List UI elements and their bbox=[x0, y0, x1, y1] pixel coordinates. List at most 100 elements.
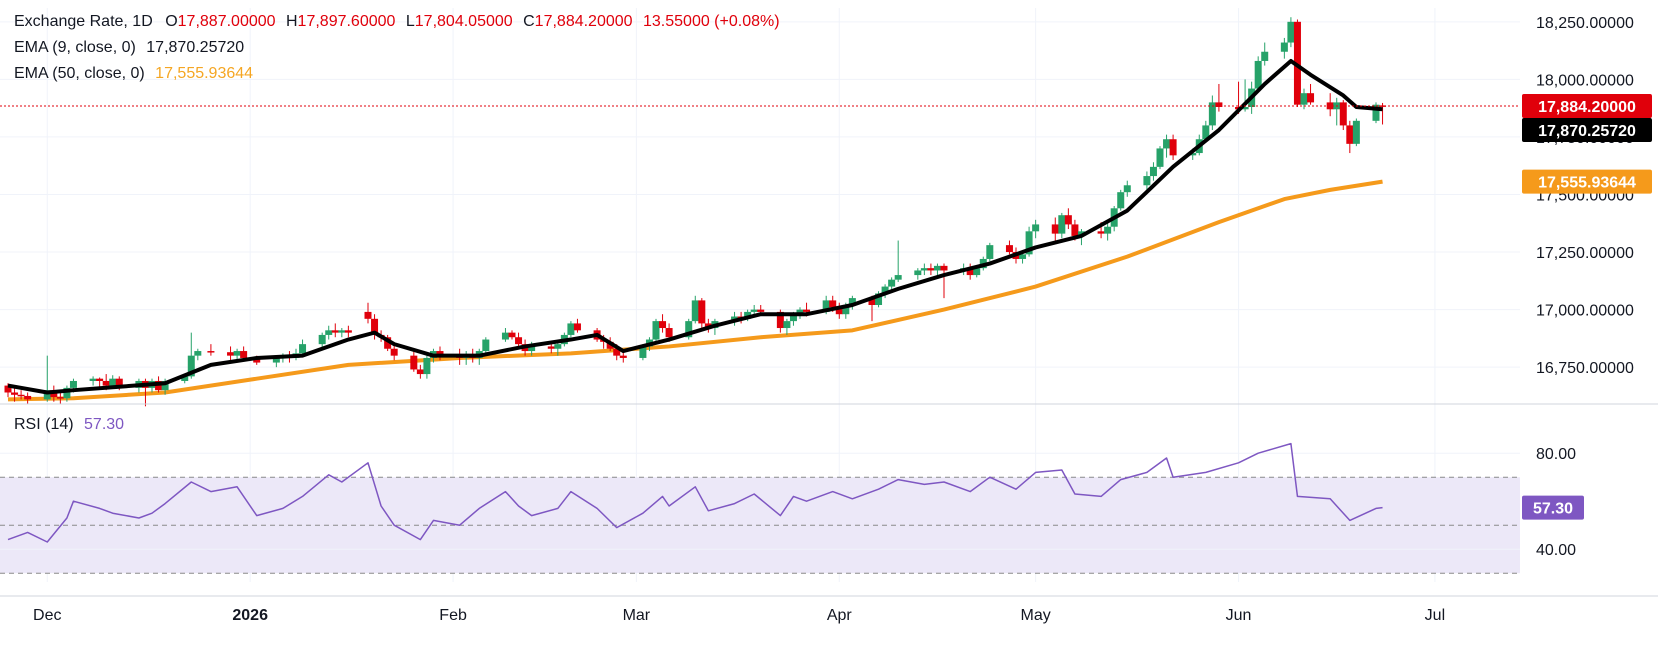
price-tag-box bbox=[1522, 94, 1652, 119]
candle-body bbox=[933, 265, 941, 271]
candle-body bbox=[554, 344, 562, 349]
ema9-legend: EMA (9, close, 0) 17,870.25720 bbox=[14, 39, 244, 57]
ema9-value: 17,870.25720 bbox=[146, 39, 245, 56]
candle-body bbox=[868, 298, 876, 305]
legend-open-label: O bbox=[165, 13, 178, 30]
rsi-line bbox=[7, 442, 1383, 543]
price-tag-box bbox=[1522, 118, 1652, 143]
candle-body bbox=[927, 268, 935, 271]
candle-body bbox=[1215, 102, 1223, 107]
candle-body bbox=[1097, 231, 1105, 234]
legend-close-value: 17,884.20000 bbox=[534, 13, 633, 30]
time-axis[interactable]: Dec 2026 Feb Mar Apr May Jun Jul bbox=[33, 607, 1445, 624]
candle-body bbox=[1346, 125, 1354, 144]
candle-body bbox=[56, 397, 64, 399]
candle-body bbox=[1051, 224, 1059, 234]
price-tick-label: 17,000.00000 bbox=[1536, 303, 1634, 320]
candle-body bbox=[4, 385, 12, 393]
legend-low-label: L bbox=[405, 13, 415, 30]
time-tick-label: Dec bbox=[33, 607, 61, 624]
ema50-legend: EMA (50, close, 0) 17,555.93644 bbox=[14, 65, 253, 83]
candle-body bbox=[194, 351, 202, 356]
candle-body bbox=[613, 348, 621, 356]
candle-body bbox=[508, 332, 516, 338]
pane-separator[interactable] bbox=[0, 403, 1658, 597]
candle-body bbox=[1352, 120, 1360, 144]
candle-body bbox=[43, 390, 51, 400]
candle-body bbox=[1123, 185, 1131, 193]
rsi-tick-label: 40.00 bbox=[1536, 542, 1576, 559]
candle-body bbox=[1058, 215, 1066, 234]
candle-body bbox=[1071, 224, 1079, 236]
candle-body bbox=[11, 392, 19, 395]
candle-body bbox=[881, 286, 889, 294]
candle-body bbox=[652, 321, 660, 340]
candle-body bbox=[1117, 192, 1125, 209]
candle-body bbox=[803, 309, 811, 312]
candle-body bbox=[1261, 51, 1269, 61]
legend-high-label: H bbox=[285, 13, 298, 30]
candle-body bbox=[1019, 254, 1027, 259]
candle-body bbox=[1300, 93, 1308, 105]
candle-body bbox=[272, 357, 280, 363]
candle-body bbox=[685, 321, 693, 338]
ema50-label: EMA (50, close, 0) bbox=[14, 65, 145, 82]
ema50-series bbox=[7, 179, 1383, 402]
time-tick-label: Jun bbox=[1226, 607, 1252, 624]
candle-body bbox=[1326, 102, 1334, 110]
candle-body bbox=[207, 351, 215, 353]
candle-body bbox=[691, 300, 699, 322]
candle-body bbox=[364, 311, 372, 319]
legend-open-value: 17,887.00000 bbox=[177, 13, 276, 30]
candle-body bbox=[1339, 102, 1347, 126]
price-tags: 17,884.20000 17,870.25720 17,555.93644 57.3… bbox=[1522, 94, 1652, 520]
price-axis[interactable]: 16,750.00000 17,000.00000 17,250.00000 17,5… bbox=[1536, 15, 1634, 377]
rsi-tag-box bbox=[1522, 495, 1584, 520]
legend-close-label: C bbox=[523, 13, 535, 30]
candle-body bbox=[390, 348, 398, 356]
candle-body bbox=[920, 268, 928, 271]
candle-body bbox=[371, 318, 379, 335]
legend-title: Exchange Rate, 1D bbox=[14, 13, 153, 30]
candle-body bbox=[914, 270, 922, 276]
candle-body bbox=[344, 330, 352, 333]
candle-body bbox=[848, 298, 856, 305]
price-tick-label: 17,250.00000 bbox=[1536, 245, 1634, 262]
rsi-tag-label: 57.30 bbox=[1533, 501, 1573, 518]
candle-body bbox=[1208, 102, 1216, 126]
time-tick-label: Apr bbox=[827, 607, 853, 624]
candle-body bbox=[1280, 42, 1288, 52]
candle-body bbox=[796, 309, 804, 315]
candle-body bbox=[744, 311, 752, 319]
candle-body bbox=[89, 378, 97, 381]
time-tick-label: Jul bbox=[1425, 607, 1445, 624]
candle-body bbox=[299, 344, 307, 354]
candle-body bbox=[776, 311, 784, 329]
candle-body bbox=[1241, 107, 1249, 110]
candle-body bbox=[1149, 166, 1157, 177]
rsi-series bbox=[7, 442, 1383, 543]
candle-body bbox=[423, 357, 431, 375]
candle-body bbox=[416, 369, 424, 375]
rsi-axis[interactable]: 40.00 80.00 bbox=[1536, 446, 1576, 559]
ema9-line bbox=[7, 58, 1383, 395]
candle-body bbox=[835, 307, 843, 315]
candle-body bbox=[181, 376, 189, 381]
candle-body bbox=[750, 309, 758, 312]
price-tag-box bbox=[1522, 169, 1652, 194]
candle-body bbox=[888, 279, 896, 287]
candle-body bbox=[240, 351, 248, 358]
candle-body bbox=[822, 300, 830, 312]
rsi-value: 57.30 bbox=[84, 416, 125, 433]
candle-body bbox=[1202, 125, 1210, 140]
candle-body bbox=[567, 323, 575, 335]
candle-body bbox=[783, 321, 791, 329]
candle-body bbox=[1254, 60, 1262, 89]
candle-body bbox=[547, 346, 555, 349]
candle-body bbox=[619, 355, 627, 358]
candle-body bbox=[986, 245, 994, 259]
candle-body bbox=[665, 328, 673, 338]
time-tick-label: May bbox=[1021, 607, 1051, 624]
price-tick-label: 16,750.00000 bbox=[1536, 360, 1634, 377]
